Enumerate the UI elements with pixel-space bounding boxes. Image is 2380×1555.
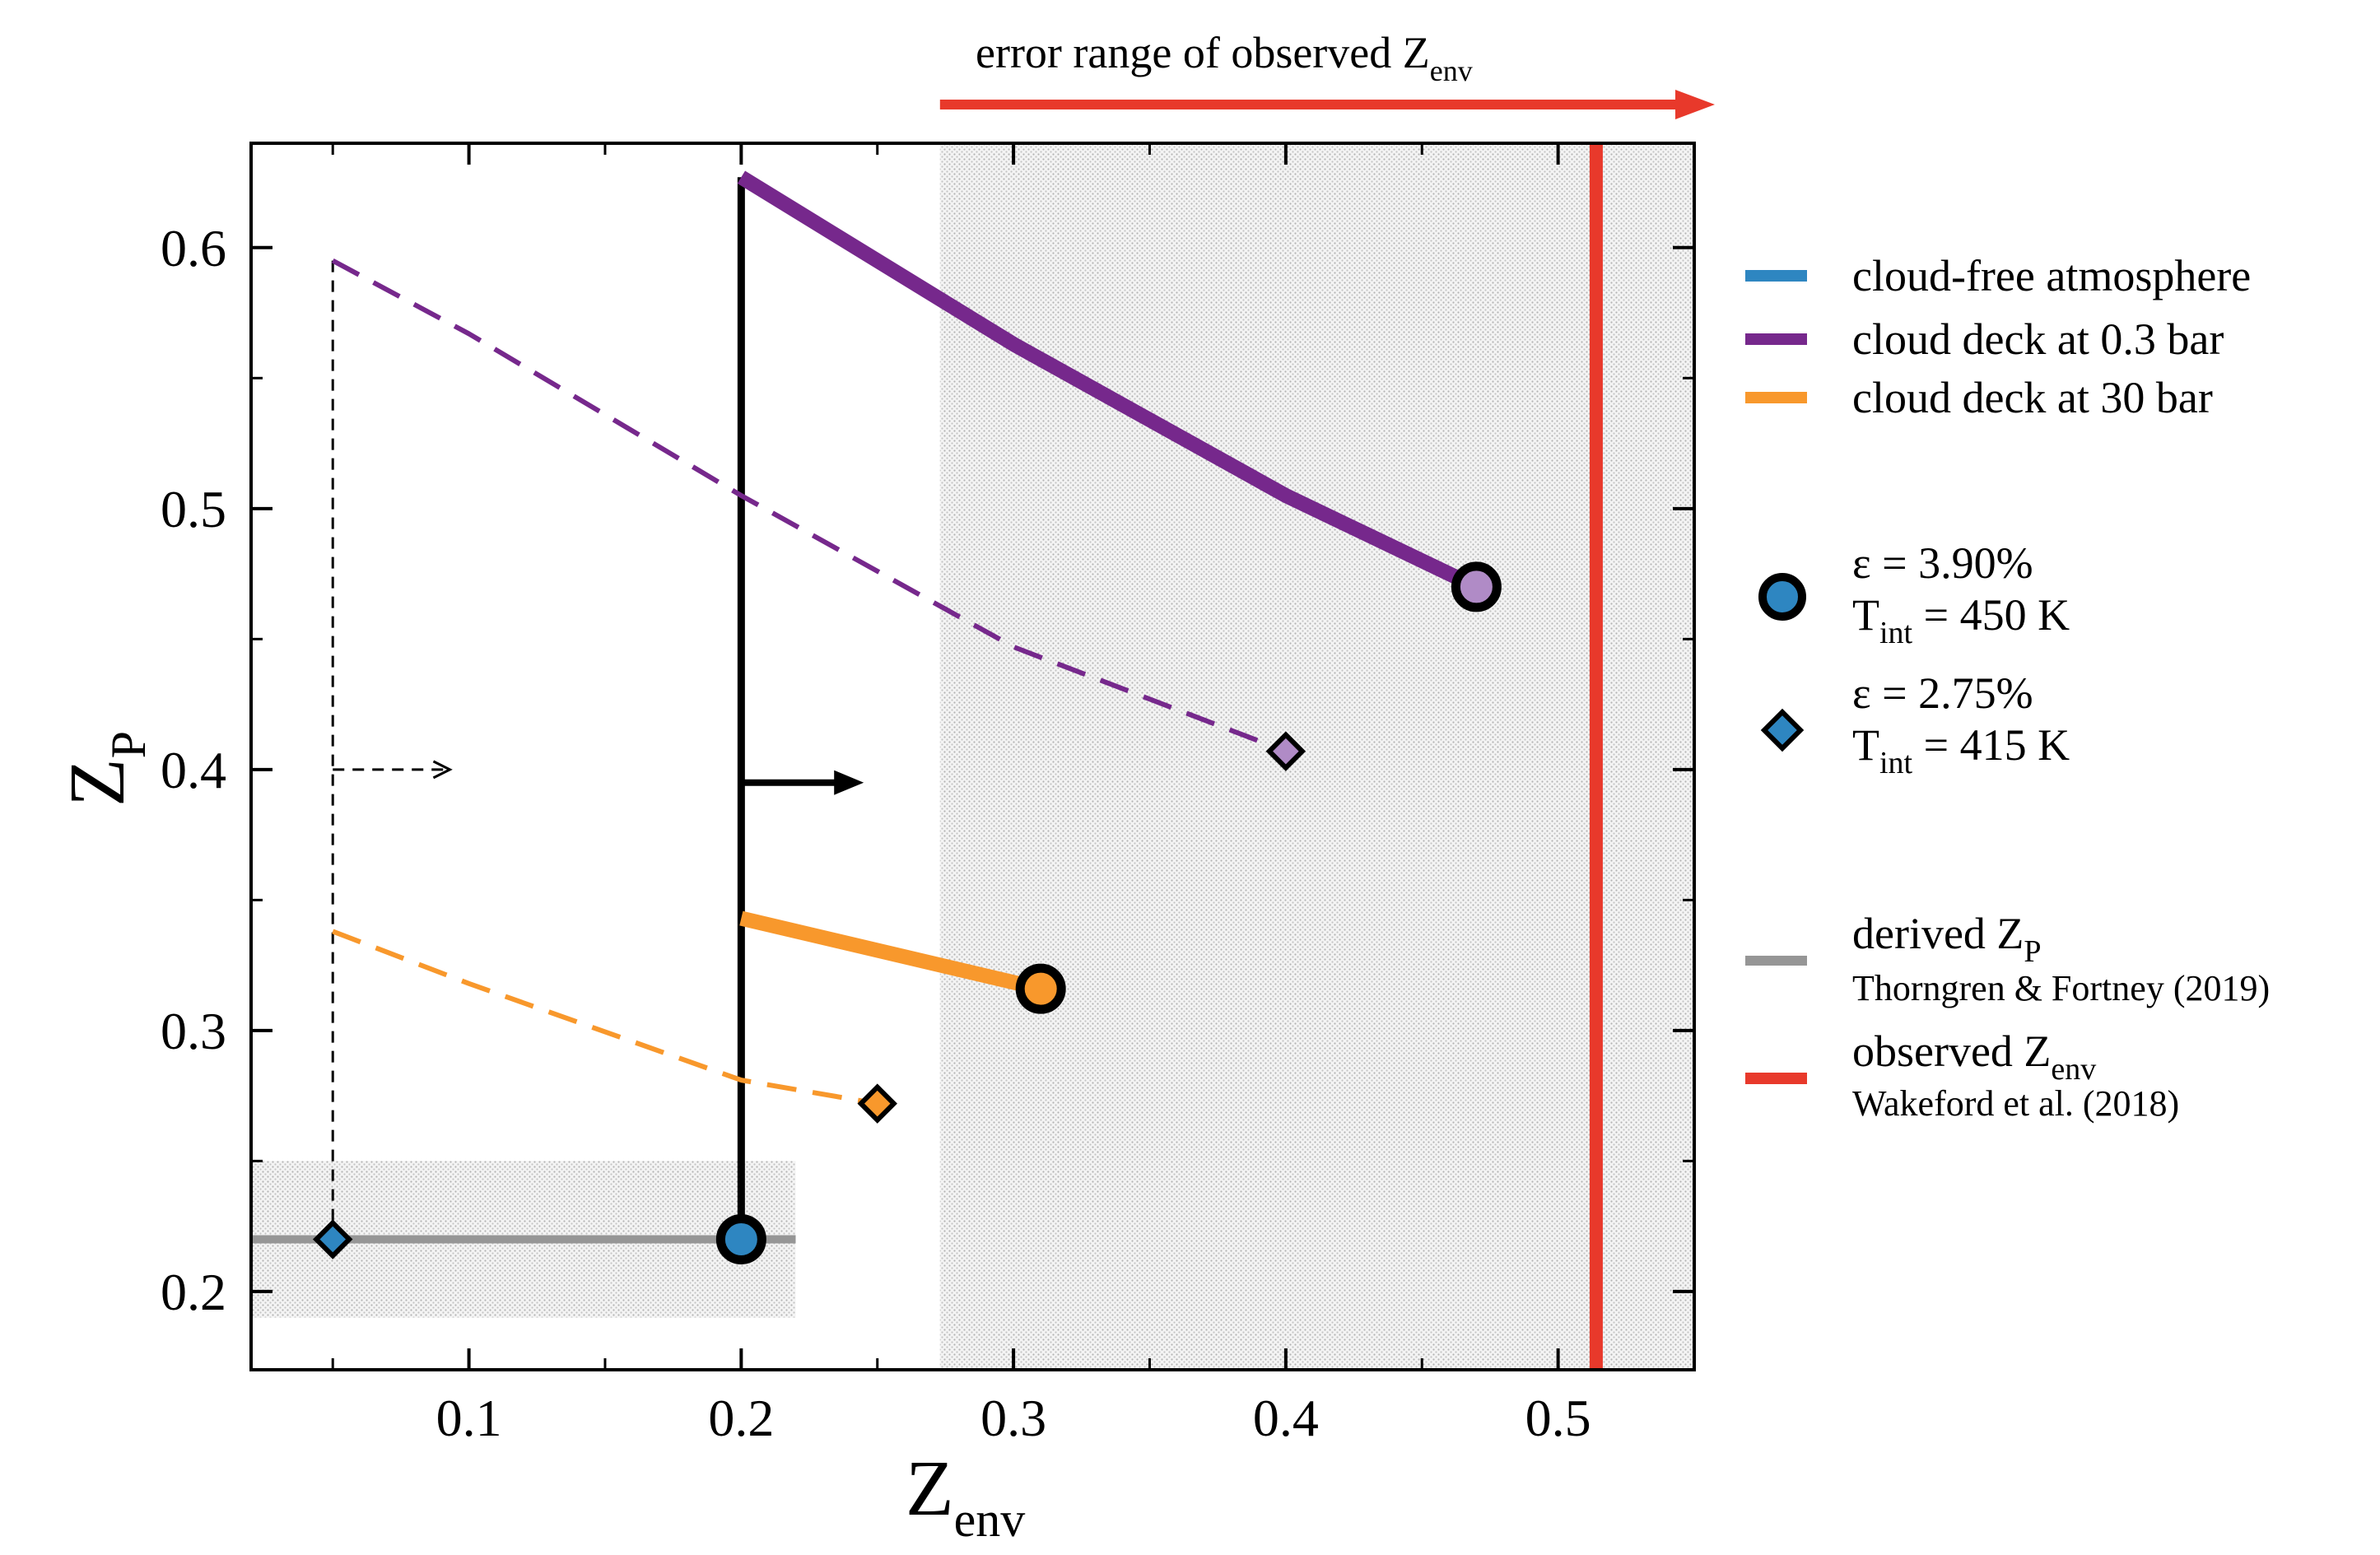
series-line-3: [332, 929, 878, 1106]
annotation-text: error range of observed Zenv: [976, 28, 1473, 87]
plot-frame: [249, 142, 1696, 1371]
x-tick-label-2: 0.3: [980, 1389, 1046, 1447]
marker-circle-2: [1451, 561, 1502, 612]
legend-tint-415: Tint = 415 K: [1852, 720, 2070, 780]
annotation-group: error range of observed Zenv: [939, 28, 1715, 119]
x-tick-label-4: 0.5: [1525, 1389, 1591, 1447]
lower-bound-arrow-head-1: [432, 760, 453, 780]
x-tick-label-1: 0.2: [708, 1389, 774, 1447]
marker-circle-0: [715, 1213, 766, 1264]
y-tick-label-1: 0.3: [161, 1002, 226, 1060]
y-tick-label-3: 0.5: [161, 480, 226, 538]
legend-eps-275: ε = 2.75%: [1852, 668, 2033, 718]
x-tick-label-3: 0.4: [1253, 1389, 1319, 1447]
legend-ref-thorngren: Thorngren & Fortney (2019): [1852, 968, 2270, 1008]
legend-ref-wakeford: Wakeford et al. (2018): [1852, 1083, 2179, 1124]
observed-error-band: [939, 143, 1694, 1370]
plot-area: [251, 143, 1694, 1370]
legend-label-cloud-free: cloud-free atmosphere: [1852, 251, 2251, 300]
legend-label-derived-zp: derived ZP: [1852, 909, 2042, 969]
series-line-0: [737, 170, 1480, 594]
legend-eps-390: ε = 3.90%: [1852, 538, 2033, 588]
legend-label-cloud-deck-0-3: cloud deck at 0.3 bar: [1852, 314, 2224, 364]
series-line-1: [331, 258, 1287, 754]
marker-diamond-5: [1265, 731, 1306, 771]
y-tick-label-0: 0.2: [161, 1263, 226, 1321]
lower-bound-arrow-head-0: [834, 770, 864, 795]
legend: cloud-free atmosphere cloud deck at 0.3 …: [1745, 251, 2270, 1124]
y-tick-label-4: 0.6: [161, 219, 226, 277]
series-line-2: [739, 910, 1043, 996]
x-axis-title: Zenv: [906, 1444, 1025, 1547]
marker-diamond-3: [312, 1219, 353, 1259]
legend-diamond-marker: [1760, 708, 1805, 752]
y-axis-title: ZP: [53, 731, 156, 807]
error-range-arrow-head: [1675, 90, 1715, 119]
legend-tint-450: Tint = 450 K: [1852, 590, 2070, 650]
legend-label-observed-zenv: observed Zenv: [1852, 1027, 2096, 1087]
axis-ticks: 0.1 0.2 0.3 0.4 0.5 0.2 0.3 0.4 0.5 0.6: [161, 143, 1696, 1447]
legend-label-cloud-deck-30: cloud deck at 30 bar: [1852, 373, 2213, 422]
y-tick-label-2: 0.4: [161, 741, 226, 799]
x-tick-label-0: 0.1: [436, 1389, 502, 1447]
legend-circle-marker: [1758, 573, 1806, 621]
marker-circle-1: [1015, 963, 1066, 1014]
marker-diamond-4: [857, 1083, 897, 1124]
